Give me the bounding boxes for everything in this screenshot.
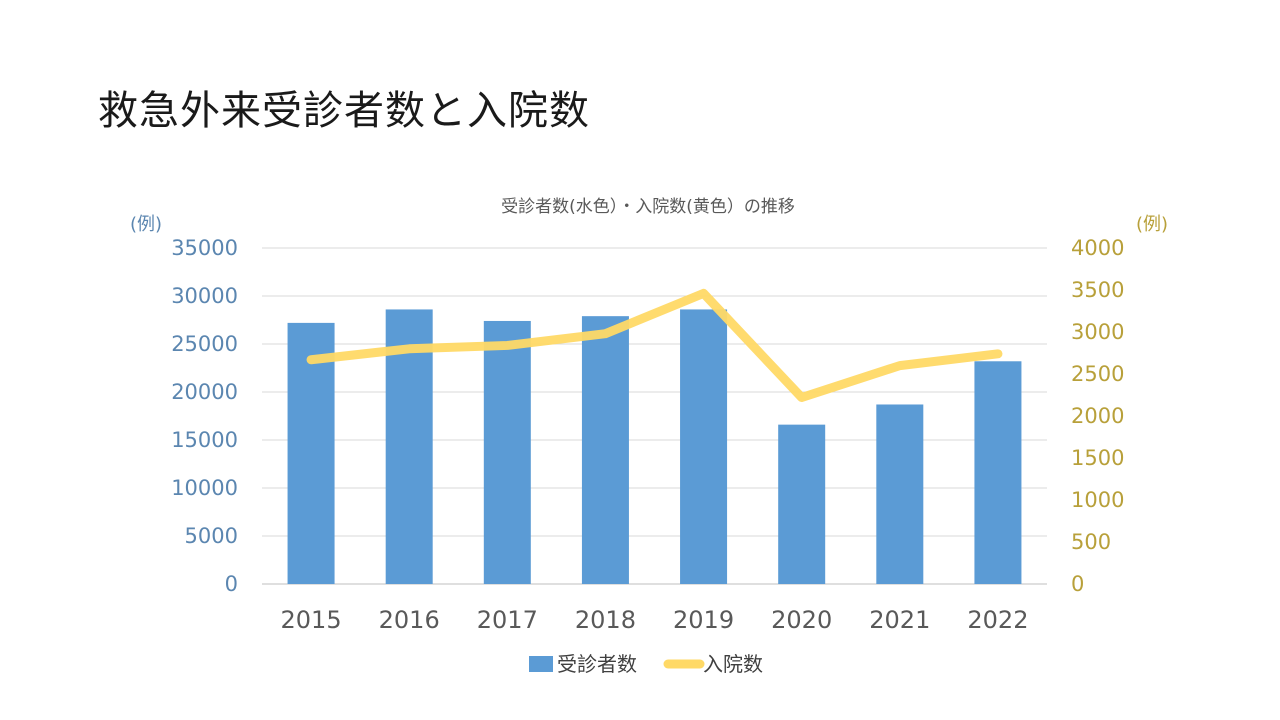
x-tick-label: 2017 <box>477 606 538 634</box>
right-axis: 4000 3500 3000 2500 2000 1500 1000 500 0 <box>1071 236 1124 596</box>
bar-2015 <box>287 322 335 584</box>
x-tick-label: 2016 <box>379 606 440 634</box>
line-series <box>306 288 1003 403</box>
left-tick-label: 15000 <box>171 428 238 452</box>
line-path <box>306 288 1003 403</box>
legend: 受診者数 入院数 <box>529 652 763 676</box>
right-tick-label: 1500 <box>1071 446 1124 470</box>
right-tick-label: 1000 <box>1071 488 1124 512</box>
left-tick-label: 10000 <box>171 476 238 500</box>
x-tick-label: 2021 <box>869 606 930 634</box>
bar-series <box>287 309 1022 584</box>
slide-title: 救急外来受診者数と入院数 <box>98 88 590 134</box>
gridlines <box>262 247 1047 585</box>
bar-2018 <box>581 316 629 584</box>
right-tick-label: 2000 <box>1071 404 1124 428</box>
right-tick-label: 4000 <box>1071 236 1124 260</box>
right-tick-label: 3500 <box>1071 278 1124 302</box>
bar-2016 <box>385 309 433 584</box>
left-tick-label: 30000 <box>171 284 238 308</box>
x-tick-label: 2018 <box>575 606 636 634</box>
x-tick-label: 2020 <box>771 606 832 634</box>
bar-2019 <box>680 309 728 584</box>
right-tick-label: 3000 <box>1071 320 1124 344</box>
x-tick-label: 2022 <box>967 606 1028 634</box>
left-tick-label: 20000 <box>171 380 238 404</box>
chart-title: 受診者数(水色）・入院数(黄色）の推移 <box>501 197 795 217</box>
bar-2022 <box>974 361 1022 584</box>
left-axis: 35000 30000 25000 20000 15000 10000 5000 0 <box>171 236 238 596</box>
right-axis-unit: (例) <box>1136 214 1168 235</box>
legend-swatch-bar <box>529 656 553 672</box>
legend-label-line: 入院数 <box>703 652 763 676</box>
x-tick-label: 2015 <box>281 606 342 634</box>
left-tick-label: 35000 <box>171 236 238 260</box>
right-tick-label: 500 <box>1071 530 1111 554</box>
bar-2021 <box>876 404 924 584</box>
bar-2017 <box>483 320 531 584</box>
legend-label-bar: 受診者数 <box>557 652 637 676</box>
x-tick-label: 2019 <box>673 606 734 634</box>
bar-2020 <box>778 424 826 584</box>
left-tick-label: 0 <box>225 572 238 596</box>
right-tick-label: 0 <box>1071 572 1084 596</box>
right-tick-label: 2500 <box>1071 362 1124 386</box>
left-tick-label: 25000 <box>171 332 238 356</box>
left-tick-label: 5000 <box>185 524 238 548</box>
x-axis: 2015 2016 2017 2018 2019 2020 2021 2022 <box>281 606 1029 634</box>
left-axis-unit: (例) <box>130 214 162 235</box>
